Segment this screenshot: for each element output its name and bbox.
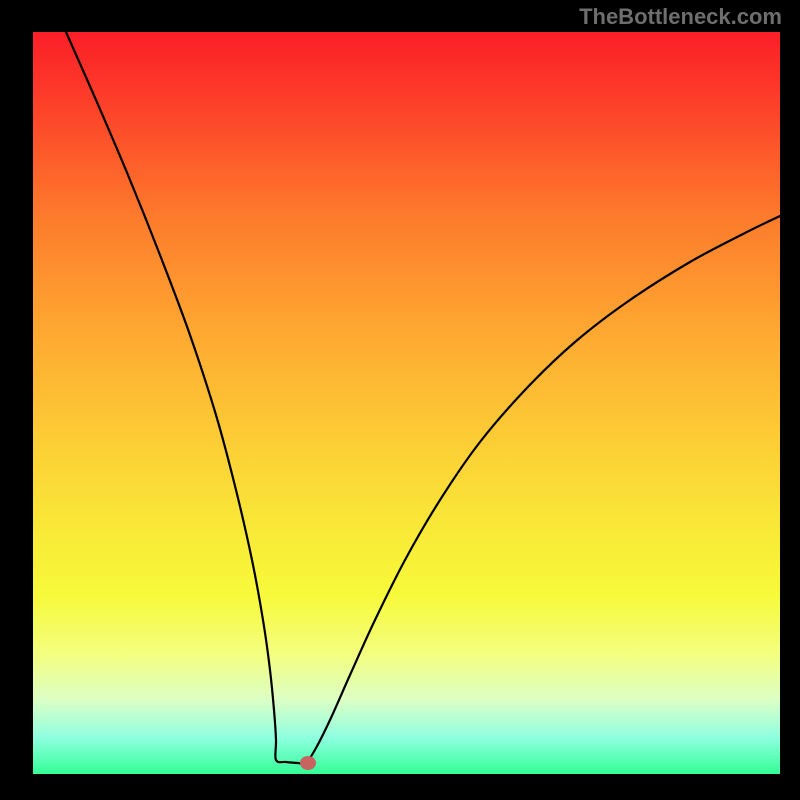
curve-path [66, 32, 780, 764]
chart-svg [0, 0, 800, 800]
watermark-text: TheBottleneck.com [579, 4, 782, 30]
curve-marker [300, 756, 316, 770]
